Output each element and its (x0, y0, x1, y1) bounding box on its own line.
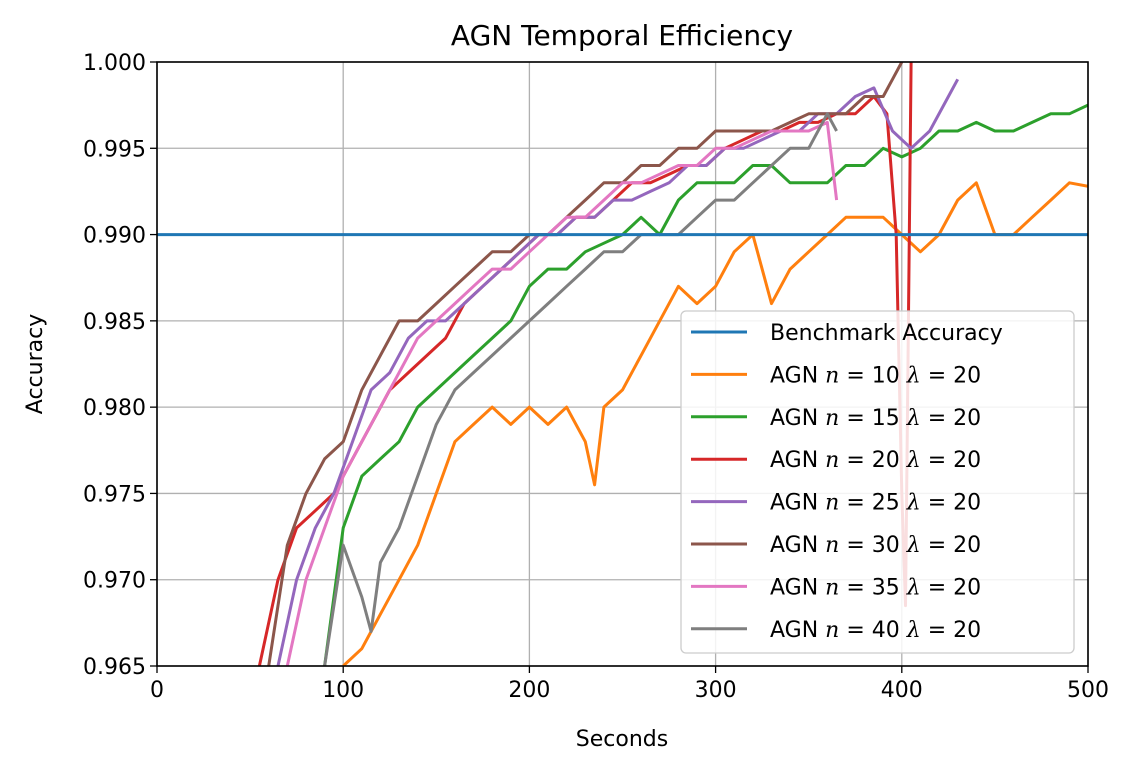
legend-label-5: AGN n = 30 λ = 20 (770, 533, 981, 558)
legend: Benchmark Accuracy AGN n = 10 λ = 20 AGN n… (680, 310, 1075, 654)
legend-label-2: AGN n = 15 λ = 20 (770, 406, 981, 431)
y-tick-label: 0.980 (83, 396, 146, 421)
series-line-7 (323, 112, 838, 666)
x-tick-label: 0 (150, 678, 164, 703)
y-tick-label: 0.985 (83, 310, 146, 335)
chart-title: AGN Temporal Efficiency (451, 19, 793, 52)
y-tick-label: 0.970 (83, 569, 146, 594)
x-tick-label: 200 (508, 678, 550, 703)
series-line-5 (267, 62, 904, 666)
x-tick-label: 400 (881, 678, 923, 703)
y-tick-label: 0.990 (83, 224, 146, 249)
y-tick-label: 0.995 (83, 137, 146, 162)
axis-ticks: 0 100 200 300 400 500 0.965 0.970 0.975 0.980 0.98… (83, 51, 1109, 703)
y-tick-label: 1.000 (83, 51, 146, 76)
series-group (157, 62, 1088, 666)
legend-box (680, 310, 1075, 654)
x-tick-label: 300 (695, 678, 737, 703)
legend-label-6: AGN n = 35 λ = 20 (770, 575, 981, 600)
series-line-1 (342, 181, 1088, 666)
legend-label-0: Benchmark Accuracy (770, 321, 1003, 346)
legend-label-1: AGN n = 10 λ = 20 (770, 363, 981, 388)
x-axis-title: Seconds (576, 727, 668, 752)
legend-label-7: AGN n = 40 λ = 20 (770, 618, 981, 643)
plot-frame (156, 61, 1089, 667)
legend-label-3: AGN n = 20 λ = 20 (770, 448, 981, 473)
series-line-2 (323, 103, 1088, 666)
x-tick-label: 500 (1067, 678, 1109, 703)
series-line-4 (276, 78, 960, 666)
y-tick-label: 0.975 (83, 482, 146, 507)
legend-label-4: AGN n = 25 λ = 20 (770, 491, 981, 516)
y-tick-label: 0.965 (83, 655, 146, 680)
x-tick-label: 100 (322, 678, 364, 703)
y-axis-title: Accuracy (23, 314, 48, 414)
series-line-6 (285, 120, 839, 666)
